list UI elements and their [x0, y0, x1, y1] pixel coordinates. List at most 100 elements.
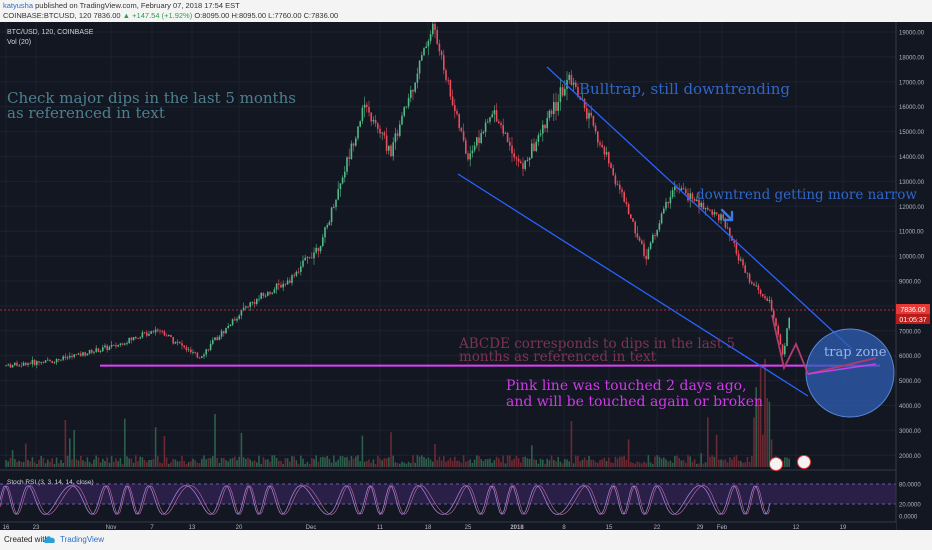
candle — [735, 243, 738, 254]
candle — [322, 237, 324, 247]
candle — [746, 272, 749, 274]
tradingview-link[interactable]: TradingView — [60, 535, 105, 544]
projection-support — [807, 363, 877, 375]
volume-bar — [77, 460, 80, 467]
candle — [403, 107, 405, 116]
candle — [346, 157, 348, 172]
candle — [623, 192, 625, 202]
volume-bar — [31, 457, 34, 467]
candle — [715, 212, 718, 215]
volume-bar — [80, 455, 82, 467]
volume-bar — [557, 456, 559, 467]
candle — [550, 110, 553, 115]
date-tick-label: 12 — [793, 525, 800, 530]
candles — [5, 22, 790, 369]
candle — [251, 302, 254, 303]
volume-bar — [537, 463, 540, 467]
volume-bar — [71, 459, 73, 467]
chart-canvas[interactable]: 19000.00 18000.00 17000.00 16000.00 15000.00… — [0, 22, 932, 530]
candle — [645, 255, 647, 260]
volume-bar — [379, 458, 381, 467]
volume-bar — [269, 461, 271, 467]
candle — [572, 82, 575, 85]
volume-bar — [350, 455, 353, 467]
candle — [333, 207, 335, 208]
volume-bar — [702, 463, 705, 467]
rsi-band — [0, 484, 896, 504]
candle — [313, 252, 315, 259]
volume-bar — [357, 455, 359, 467]
volume-bar — [467, 460, 469, 467]
candle — [390, 145, 392, 157]
volume-bar — [528, 458, 531, 467]
volume-bar — [394, 462, 397, 467]
volume-bar — [729, 457, 731, 467]
candle — [383, 132, 386, 136]
volume-bar — [66, 455, 69, 467]
candle — [471, 150, 474, 154]
candle — [143, 332, 146, 334]
volume-bar — [647, 455, 650, 467]
volume-bar — [520, 462, 522, 467]
candle — [262, 292, 265, 297]
volume-bar — [715, 434, 718, 467]
candle — [531, 143, 533, 159]
candle — [366, 104, 368, 107]
ticker-info: COINBASE:BTCUSD, 120 7836.00 ▲ +147.54 (… — [3, 10, 338, 21]
volume-bar — [326, 455, 328, 467]
volume-bar — [407, 461, 410, 467]
volume-bar — [55, 457, 58, 467]
volume-bar — [359, 461, 361, 467]
volume-bar — [385, 458, 388, 467]
candle — [295, 271, 298, 276]
axes: 19000.00 18000.00 17000.00 16000.00 15000.00… — [0, 22, 932, 530]
candle — [396, 133, 399, 136]
candle — [311, 257, 313, 259]
volume-bar — [388, 457, 390, 467]
candle — [632, 218, 634, 222]
volume-bar — [709, 456, 711, 467]
volume-bar — [748, 461, 751, 467]
volume-bar — [720, 459, 722, 467]
candle — [425, 46, 427, 49]
volume-bar — [676, 455, 678, 467]
candle — [498, 121, 500, 124]
candle — [636, 233, 639, 238]
candle — [82, 352, 84, 356]
rsi-label: Stoch RSI (3, 3, 14, 14, close) — [7, 479, 94, 486]
volume-bar — [319, 457, 322, 467]
volume-bar — [495, 456, 498, 467]
volume-bar — [159, 462, 161, 467]
pink-line-text-1: Pink line was touched 2 days ago, — [506, 378, 747, 394]
candle — [601, 144, 603, 148]
candle — [126, 343, 128, 344]
candle — [748, 273, 751, 283]
candle — [658, 223, 661, 230]
volume-bar — [64, 420, 67, 467]
candle — [451, 96, 454, 106]
candle — [286, 280, 289, 285]
candle — [293, 275, 295, 277]
volume-bar — [724, 459, 727, 467]
volume-bar — [324, 457, 326, 467]
volume-bar — [429, 459, 432, 467]
volume-bar — [768, 401, 771, 467]
volume-bar — [121, 463, 124, 467]
volume-bar — [97, 457, 100, 467]
chart-area[interactable]: 19000.00 18000.00 17000.00 16000.00 15000.00… — [0, 22, 932, 530]
volume-bar — [337, 459, 339, 467]
volume-bar — [27, 459, 29, 467]
candle — [297, 271, 300, 273]
volume-bar — [333, 455, 335, 467]
candle — [482, 131, 485, 133]
volume-bar — [660, 458, 663, 467]
price-tag-value: 7836.00 — [900, 307, 925, 314]
volume-bar — [412, 455, 414, 467]
candle — [522, 163, 524, 169]
volume-bar — [564, 459, 566, 467]
candle — [513, 153, 515, 158]
candle — [533, 143, 535, 152]
author-link[interactable]: katyusha — [3, 1, 34, 10]
candle — [280, 284, 282, 288]
volume-bar — [636, 461, 639, 467]
